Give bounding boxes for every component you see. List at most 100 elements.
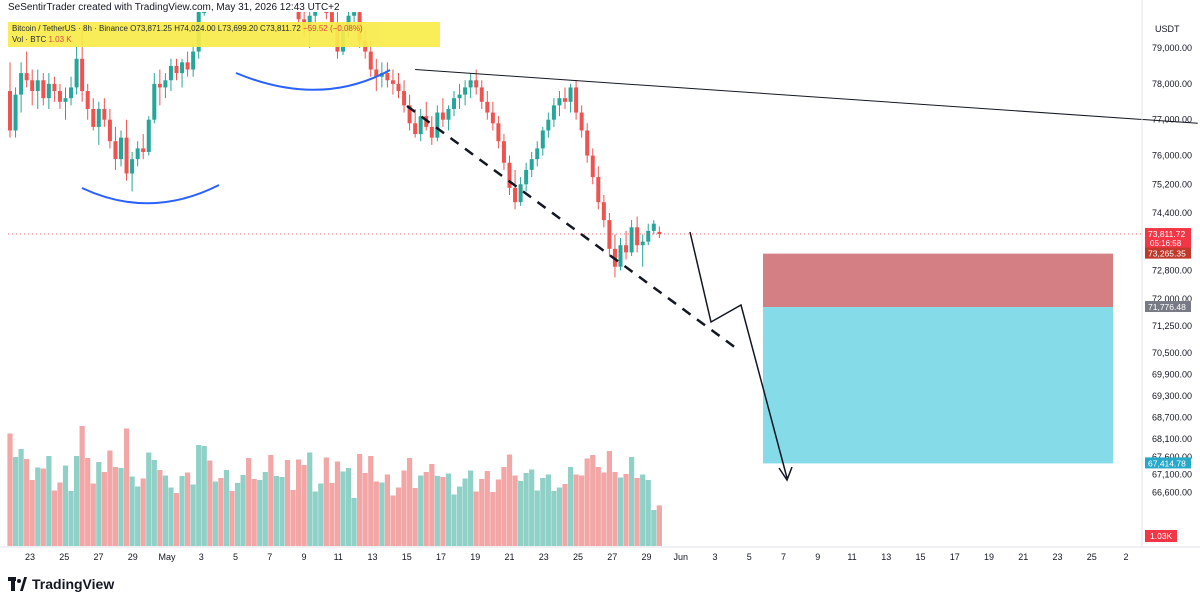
- volume-layer: [7, 426, 662, 546]
- candle-body: [446, 108, 451, 120]
- candle-body: [635, 227, 640, 246]
- candle-body: [168, 65, 173, 81]
- candle: [180, 58, 185, 88]
- price-tick-label: 66,600.00: [1152, 488, 1192, 498]
- price-tick-label: 74,400.00: [1152, 208, 1192, 218]
- candle-body: [568, 87, 573, 102]
- candle: [546, 112, 551, 138]
- candle: [41, 73, 46, 106]
- candle-body: [24, 73, 29, 81]
- candle: [452, 91, 456, 117]
- candle-body: [624, 245, 629, 253]
- candle: [568, 83, 573, 113]
- candle: [557, 91, 562, 117]
- volume-bar: [101, 472, 107, 546]
- candle-body: [507, 162, 512, 188]
- candle-body: [368, 51, 373, 70]
- volume-bar: [35, 467, 41, 546]
- candle-body: [590, 155, 595, 178]
- candle-body: [46, 83, 51, 99]
- volume-bar: [573, 474, 579, 546]
- volume-bar: [234, 483, 241, 546]
- volume-bar: [46, 456, 52, 546]
- volume-bar: [207, 460, 213, 546]
- candle-body: [8, 91, 12, 131]
- candle-body: [535, 148, 540, 160]
- volume-bar: [168, 487, 174, 546]
- volume-bar: [368, 456, 374, 546]
- candle-body: [646, 230, 651, 242]
- volume-badge-value: 1.03K: [1150, 531, 1173, 541]
- candle: [440, 98, 445, 127]
- price-badge-value: 73,265.35: [1148, 249, 1186, 259]
- candle: [524, 162, 529, 192]
- volume-bar: [57, 482, 63, 546]
- candle: [390, 69, 395, 95]
- volume-bar: [140, 478, 146, 546]
- candle-body: [141, 148, 146, 152]
- volume-bar: [384, 474, 390, 546]
- candle: [13, 87, 18, 138]
- candle-body: [518, 184, 523, 203]
- price-tick-label: 76,000.00: [1152, 151, 1192, 161]
- candle: [618, 238, 623, 271]
- volume-bar: [523, 473, 529, 546]
- candle-body: [402, 91, 407, 106]
- volume-bar: [301, 465, 307, 546]
- volume-bar: [185, 472, 191, 546]
- candle-body: [418, 116, 423, 135]
- candle-body: [107, 119, 112, 142]
- candle: [385, 62, 390, 88]
- volume-bar: [29, 480, 35, 546]
- candle-body: [91, 108, 96, 127]
- candle: [529, 151, 534, 178]
- credit-text: SeSentirTrader created with TradingView.…: [8, 2, 340, 13]
- time-tick-label: May: [158, 552, 176, 562]
- candle: [629, 220, 634, 256]
- candle: [396, 73, 401, 99]
- volume-bar: [434, 476, 440, 546]
- candle-body: [557, 98, 562, 106]
- candle-body: [374, 69, 379, 77]
- candle-body: [396, 83, 401, 92]
- candle-body: [96, 108, 101, 127]
- candle-body: [57, 91, 62, 102]
- candle: [535, 141, 540, 167]
- time-tick-label: 23: [25, 552, 35, 562]
- volume-bar: [334, 461, 341, 546]
- price-badge-bg: [1145, 228, 1191, 249]
- candle: [313, 12, 318, 23]
- time-tick-label: 21: [504, 552, 514, 562]
- candle-body: [135, 148, 140, 160]
- candle-body: [202, 12, 207, 13]
- candle: [185, 51, 190, 77]
- candle: [429, 116, 434, 145]
- candle-body: [80, 58, 85, 92]
- candle: [163, 73, 168, 99]
- candle: [607, 212, 612, 256]
- volume-bar: [323, 457, 329, 546]
- candle-body: [513, 187, 518, 203]
- volume-badge: 1.03K: [1145, 530, 1177, 542]
- time-tick-label: 3: [199, 552, 204, 562]
- candle: [585, 123, 590, 163]
- volume-bar: [440, 477, 446, 546]
- volume-bar: [273, 476, 279, 546]
- time-tick-label: 23: [539, 552, 549, 562]
- tradingview-brand[interactable]: TradingView: [8, 576, 114, 592]
- volume-bar: [456, 486, 463, 546]
- price-badge: 73,265.35: [1145, 247, 1191, 259]
- resistance-trendline: [415, 69, 1198, 124]
- candle-body: [468, 80, 473, 88]
- price-badge-value: 71,776.48: [1148, 302, 1186, 312]
- candle: [507, 155, 512, 196]
- candle-body: [163, 80, 168, 88]
- candle: [130, 151, 135, 192]
- time-tick-label: 19: [984, 552, 994, 562]
- price-tick-label: 72,000.00: [1152, 294, 1192, 304]
- volume-bar: [135, 486, 141, 546]
- volume-bar: [229, 491, 235, 546]
- candle-body: [74, 58, 79, 88]
- time-tick-label: 2: [1123, 552, 1128, 562]
